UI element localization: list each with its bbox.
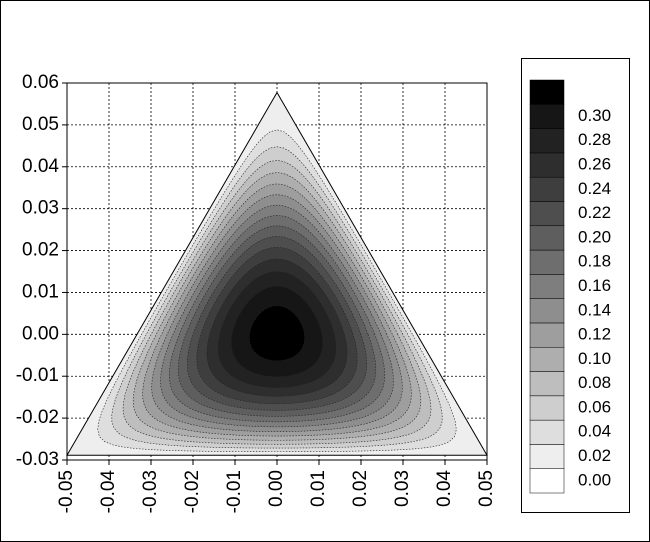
legend-label: 0.30	[578, 106, 611, 125]
legend-label: 0.02	[578, 446, 611, 465]
x-tick-label: 0.03	[392, 470, 413, 507]
legend-label: 0.14	[578, 300, 611, 319]
y-tick-label: 0.01	[22, 281, 59, 302]
legend-swatch	[529, 104, 565, 129]
x-tick-label: 0.01	[308, 470, 329, 507]
legend-label: 0.08	[578, 373, 611, 392]
y-tick-label: 0.00	[22, 323, 59, 344]
legend-label: 0.18	[578, 252, 611, 271]
legend-label: 0.20	[578, 227, 611, 246]
legend-label: 0.16	[578, 276, 611, 295]
legend-swatch	[529, 322, 565, 348]
legend-label: 0.12	[578, 325, 611, 344]
legend-swatch	[529, 201, 565, 227]
legend-swatch	[529, 79, 565, 105]
legend-swatch	[529, 371, 565, 397]
y-tick-label: -0.01	[16, 365, 59, 386]
legend-swatch	[529, 176, 565, 202]
x-tick-label: 0.00	[266, 470, 287, 507]
y-tick-label: 0.02	[22, 240, 59, 261]
legend-swatch	[529, 249, 565, 275]
legend: 0.00 0.02 0.04 0.06 0.08 0.10 0.12 0.14 0.16 0.18…	[521, 58, 630, 513]
y-tick-label: -0.03	[16, 449, 59, 470]
legend-swatch	[529, 274, 565, 299]
legend-swatch	[529, 346, 565, 372]
y-tick-label: 0.03	[22, 198, 59, 219]
x-tick-label: -0.03	[140, 470, 161, 513]
y-tick-label: 0.05	[22, 114, 59, 135]
legend-label: 0.04	[578, 422, 611, 441]
x-tick-label: 0.04	[434, 470, 455, 507]
legend-label: 0.26	[578, 155, 611, 174]
x-tick-label: -0.02	[182, 470, 203, 513]
legend-swatch	[529, 419, 565, 445]
legend-swatch	[529, 128, 565, 154]
x-tick-label: 0.05	[476, 470, 497, 507]
x-tick-label: -0.01	[224, 470, 245, 513]
legend-swatch	[529, 152, 565, 178]
x-tick-label: -0.04	[98, 470, 119, 514]
x-tick-label: 0.02	[350, 470, 371, 507]
y-tick-label: -0.02	[16, 407, 59, 428]
legend-label: 0.24	[578, 179, 611, 198]
legend-label: 0.06	[578, 397, 611, 416]
legend-label: 0.00	[578, 470, 611, 489]
legend-swatch	[529, 444, 565, 469]
plot-border	[66, 82, 488, 461]
legend-swatch	[529, 395, 565, 421]
plot-area: -0.05 -0.04 -0.03 -0.02 -0.01 0.00 0.01 0.02 0.0…	[16, 72, 497, 513]
legend-label: 0.10	[578, 349, 611, 368]
y-tick-label: 0.06	[22, 72, 59, 93]
contour-band	[249, 305, 305, 362]
legend-label: 0.22	[578, 203, 611, 222]
legend-swatch	[529, 225, 565, 251]
x-tick-label: -0.05	[56, 470, 77, 513]
legend-swatch	[529, 298, 565, 324]
y-tick-label: 0.04	[22, 156, 59, 177]
legend-label: 0.28	[578, 130, 611, 149]
legend-swatch	[529, 468, 565, 494]
